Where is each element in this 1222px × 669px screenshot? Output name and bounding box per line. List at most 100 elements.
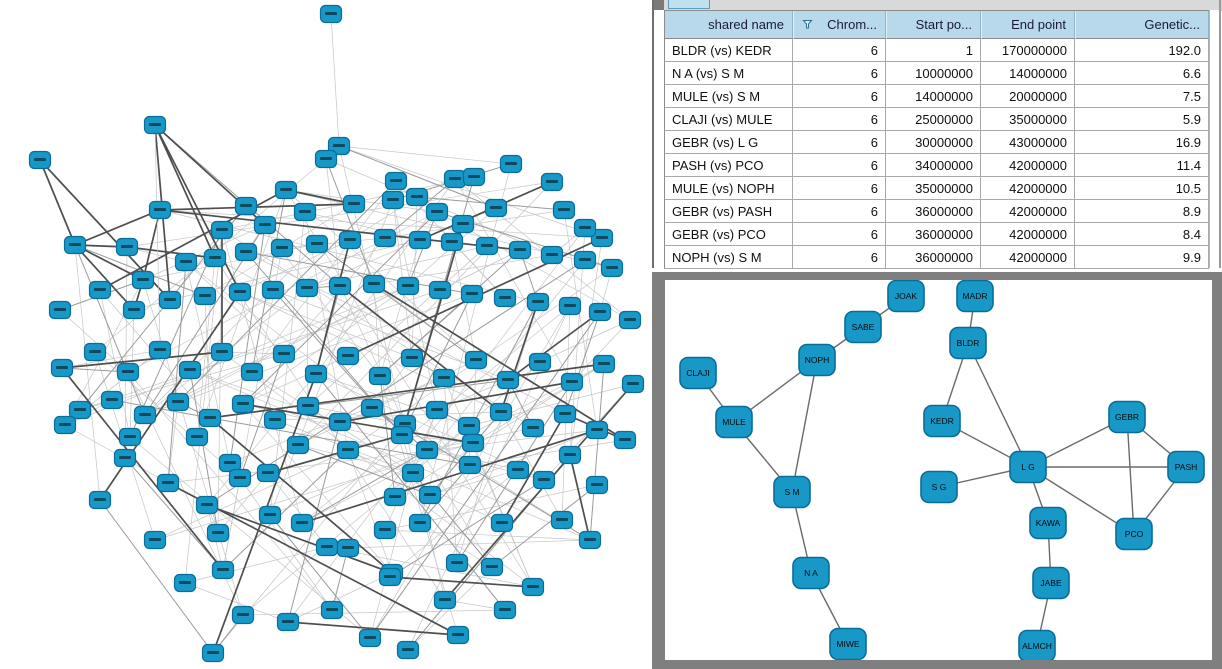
table-row[interactable]: CLAJI (vs) MULE 6 25000000 35000000 5.9 (664, 108, 1209, 131)
network-edge-noph-s-m[interactable] (791, 359, 818, 493)
network-node[interactable] (28, 150, 52, 170)
detail-network-canvas[interactable]: JOAK MADR SABE BLDR NOPH CLAJI GEBR KEDR MULE L G… (665, 280, 1212, 660)
network-node[interactable] (475, 236, 499, 256)
network-node[interactable] (328, 276, 352, 296)
network-node[interactable] (336, 538, 360, 558)
network-node[interactable] (53, 415, 77, 435)
network-node-s-m[interactable]: S M (773, 475, 811, 509)
network-node[interactable] (143, 115, 167, 135)
network-node[interactable] (210, 342, 234, 362)
network-node[interactable] (358, 628, 382, 648)
network-node[interactable] (433, 590, 457, 610)
network-node[interactable] (240, 362, 264, 382)
network-node[interactable] (428, 280, 452, 300)
network-node[interactable] (508, 240, 532, 260)
network-node-noph[interactable]: NOPH (798, 343, 836, 377)
network-node[interactable] (272, 344, 296, 364)
network-node[interactable] (201, 643, 225, 663)
network-node[interactable] (234, 242, 258, 262)
network-node[interactable] (550, 510, 574, 530)
network-node[interactable] (256, 463, 280, 483)
network-node[interactable] (315, 537, 339, 557)
network-node[interactable] (585, 420, 609, 440)
network-node[interactable] (231, 394, 255, 414)
network-node[interactable] (336, 440, 360, 460)
network-node-miwe[interactable]: MIWE (829, 627, 867, 660)
network-node[interactable] (133, 405, 157, 425)
network-node[interactable] (193, 286, 217, 306)
network-node[interactable] (295, 278, 319, 298)
network-node[interactable] (526, 292, 550, 312)
network-node[interactable] (396, 276, 420, 296)
network-node[interactable] (274, 180, 298, 200)
network-node[interactable] (231, 605, 255, 625)
network-node[interactable] (314, 149, 338, 169)
network-node[interactable] (528, 352, 552, 372)
table-row[interactable]: N A (vs) S M 6 10000000 14000000 6.6 (664, 62, 1209, 85)
network-node[interactable] (63, 235, 87, 255)
network-node[interactable] (100, 390, 124, 410)
network-node[interactable] (360, 398, 384, 418)
network-node[interactable] (451, 214, 475, 234)
network-node[interactable] (148, 200, 172, 220)
table-row[interactable]: MULE (vs) NOPH 6 35000000 42000000 10.5 (664, 177, 1209, 200)
network-node[interactable] (185, 427, 209, 447)
network-node[interactable] (552, 200, 576, 220)
network-node[interactable] (115, 237, 139, 257)
table-row[interactable]: MULE (vs) S M 6 14000000 20000000 7.5 (664, 85, 1209, 108)
network-node-bldr[interactable]: BLDR (949, 326, 987, 360)
network-node[interactable] (585, 475, 609, 495)
network-node[interactable] (484, 198, 508, 218)
network-node[interactable] (540, 172, 564, 192)
network-node[interactable] (88, 490, 112, 510)
network-node[interactable] (286, 435, 310, 455)
network-node[interactable] (328, 412, 352, 432)
network-node[interactable] (558, 296, 582, 316)
network-node[interactable] (458, 455, 482, 475)
network-node[interactable] (432, 368, 456, 388)
network-node[interactable] (613, 430, 637, 450)
network-node[interactable] (383, 487, 407, 507)
network-node[interactable] (156, 473, 180, 493)
network-node-n-a[interactable]: N A (792, 556, 830, 590)
network-node[interactable] (532, 470, 556, 490)
network-node[interactable] (362, 274, 386, 294)
network-node[interactable] (276, 612, 300, 632)
network-node[interactable] (122, 300, 146, 320)
table-row[interactable]: NOPH (vs) S M 6 36000000 42000000 9.9 (664, 246, 1209, 269)
column-header-start-po[interactable]: Start po... (886, 11, 981, 39)
network-node[interactable] (234, 196, 258, 216)
network-node[interactable] (381, 190, 405, 210)
table-row[interactable]: GEBR (vs) PASH 6 36000000 42000000 8.9 (664, 200, 1209, 223)
network-node[interactable] (373, 228, 397, 248)
network-node[interactable] (418, 485, 442, 505)
network-node[interactable] (228, 468, 252, 488)
network-node[interactable] (88, 280, 112, 300)
network-node-s-g[interactable]: S G (920, 470, 958, 504)
table-row[interactable]: GEBR (vs) PCO 6 36000000 42000000 8.4 (664, 223, 1209, 246)
network-node[interactable] (558, 445, 582, 465)
table-row[interactable]: PASH (vs) PCO 6 34000000 42000000 11.4 (664, 154, 1209, 177)
network-node[interactable] (600, 258, 624, 278)
network-node[interactable] (408, 513, 432, 533)
network-node[interactable] (405, 187, 429, 207)
column-header-shared-name[interactable]: shared name (664, 11, 793, 39)
network-node-mule[interactable]: MULE (715, 405, 753, 439)
network-node[interactable] (573, 250, 597, 270)
network-node[interactable] (390, 425, 414, 445)
network-node[interactable] (493, 600, 517, 620)
network-node[interactable] (425, 400, 449, 420)
network-node-madr[interactable]: MADR (956, 280, 994, 313)
network-node[interactable] (296, 396, 320, 416)
network-node[interactable] (457, 416, 481, 436)
network-node-l-g[interactable]: L G (1009, 450, 1047, 484)
network-node-kedr[interactable]: KEDR (923, 404, 961, 438)
network-node[interactable] (521, 577, 545, 597)
network-node[interactable] (540, 245, 564, 265)
network-node[interactable] (198, 408, 222, 428)
network-edge-bldr-l-g[interactable] (967, 342, 1029, 468)
network-node[interactable] (460, 284, 484, 304)
network-node[interactable] (178, 360, 202, 380)
network-node-claji[interactable]: CLAJI (679, 356, 717, 390)
network-node[interactable] (592, 354, 616, 374)
